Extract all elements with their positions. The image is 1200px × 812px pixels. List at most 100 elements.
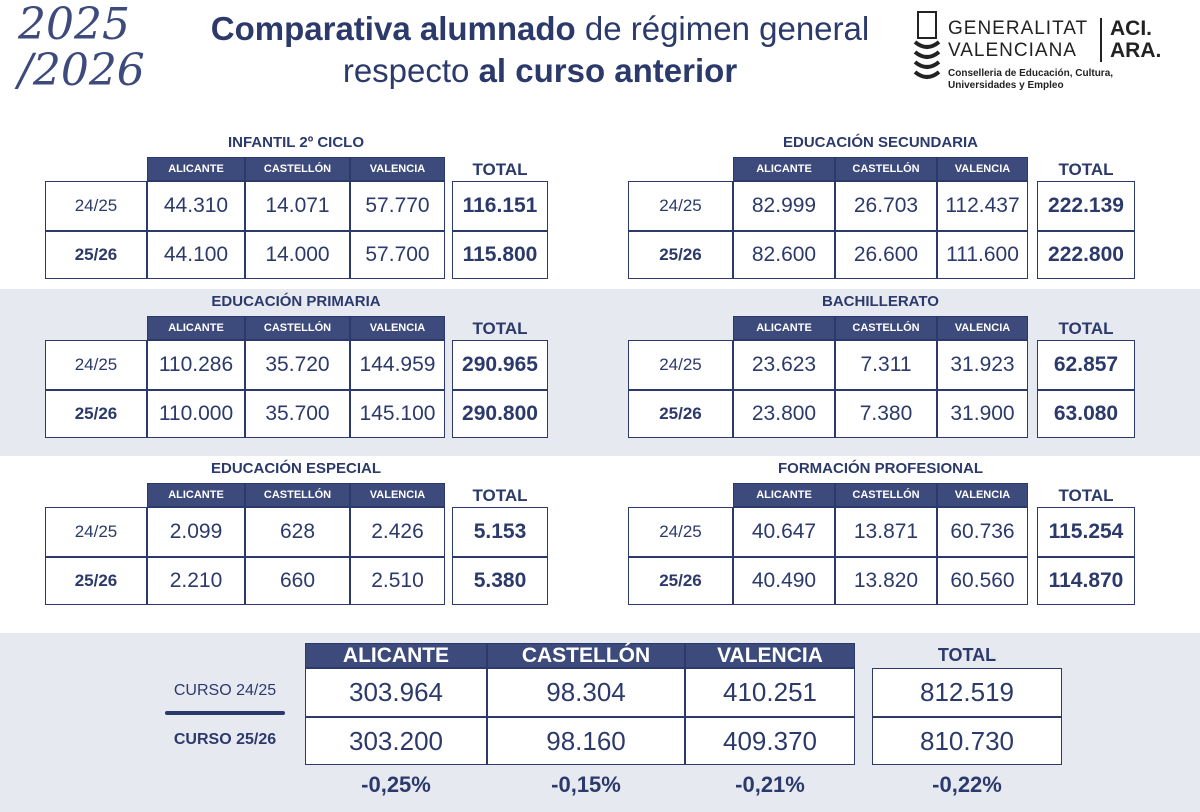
total-cell: 115.254 bbox=[1037, 507, 1135, 557]
total-cell: 63.080 bbox=[1037, 390, 1135, 438]
value-cell: 144.959 bbox=[350, 340, 445, 390]
column-header: ALICANTE bbox=[147, 157, 245, 181]
value-cell: 628 bbox=[245, 507, 350, 557]
row-label: 24/25 bbox=[628, 181, 733, 231]
row-label: 24/25 bbox=[628, 507, 733, 557]
value-cell: 40.490 bbox=[733, 557, 835, 605]
total-cell: 5.153 bbox=[452, 507, 548, 557]
column-header: CASTELLÓN bbox=[835, 316, 937, 340]
column-header: CASTELLÓN bbox=[835, 157, 937, 181]
value-cell: 82.999 bbox=[733, 181, 835, 231]
logo: GENERALITAT VALENCIANA ACI. ARA. Consell… bbox=[912, 8, 1192, 103]
total-cell: 222.139 bbox=[1037, 181, 1135, 231]
value-cell: 14.071 bbox=[245, 181, 350, 231]
row-label: 24/25 bbox=[45, 340, 147, 390]
column-header: CASTELLÓN bbox=[245, 157, 350, 181]
row-label: 24/25 bbox=[45, 507, 147, 557]
section-title: EDUCACIÓN PRIMARIA bbox=[211, 293, 381, 310]
total-header: TOTAL bbox=[472, 319, 528, 338]
value-cell: 44.310 bbox=[147, 181, 245, 231]
logo-brand: ARA. bbox=[1110, 39, 1162, 62]
summary-value-cell: 303.200 bbox=[305, 717, 487, 765]
summary-row-label: CURSO 24/25 bbox=[173, 682, 277, 699]
value-cell: 110.000 bbox=[147, 390, 245, 438]
section-title: BACHILLERATO bbox=[822, 293, 939, 310]
title-part: Comparativa alumnado bbox=[210, 10, 576, 47]
section-title: INFANTIL 2º CICLO bbox=[227, 134, 365, 151]
section-title: EDUCACIÓN ESPECIAL bbox=[210, 460, 382, 477]
value-cell: 35.720 bbox=[245, 340, 350, 390]
value-cell: 112.437 bbox=[937, 181, 1028, 231]
value-cell: 31.900 bbox=[937, 390, 1028, 438]
value-cell: 60.736 bbox=[937, 507, 1028, 557]
value-cell: 145.100 bbox=[350, 390, 445, 438]
change: -0,15% bbox=[551, 772, 621, 797]
value-cell: 40.647 bbox=[733, 507, 835, 557]
column-header: ALICANTE bbox=[147, 483, 245, 507]
row-label: 25/26 bbox=[45, 231, 147, 279]
title-part: al curso anterior bbox=[478, 52, 738, 89]
row-label: 25/26 bbox=[45, 390, 147, 438]
column-header: VALENCIA bbox=[350, 157, 445, 181]
value-cell: 7.311 bbox=[835, 340, 937, 390]
value-cell: 13.820 bbox=[835, 557, 937, 605]
row-label: 25/26 bbox=[45, 557, 147, 605]
value-cell: 60.560 bbox=[937, 557, 1028, 605]
column-header: VALENCIA bbox=[350, 483, 445, 507]
row-label: 25/26 bbox=[628, 390, 733, 438]
logo-subtitle: Conselleria de Educación, Cultura, Unive… bbox=[948, 68, 1114, 91]
row-label: 25/26 bbox=[628, 557, 733, 605]
summary-total-cell: 810.730 bbox=[872, 717, 1062, 765]
value-cell: 2.510 bbox=[350, 557, 445, 605]
total-header: TOTAL bbox=[1058, 160, 1114, 179]
total-cell: 290.965 bbox=[452, 340, 548, 390]
total-header: TOTAL bbox=[1058, 319, 1114, 338]
value-cell: 35.700 bbox=[245, 390, 350, 438]
total-cell: 114.870 bbox=[1037, 557, 1135, 605]
value-cell: 14.000 bbox=[245, 231, 350, 279]
column-header: VALENCIA bbox=[350, 316, 445, 340]
section-title: FORMACIÓN PROFESIONAL bbox=[778, 460, 983, 477]
total-cell: 222.800 bbox=[1037, 231, 1135, 279]
row-label: 24/25 bbox=[628, 340, 733, 390]
summary-total-cell: 812.519 bbox=[872, 668, 1062, 717]
total-header: TOTAL bbox=[472, 486, 528, 505]
change: -0,21% bbox=[735, 772, 805, 797]
year-line: 2025 bbox=[18, 0, 130, 50]
summary-value-cell: 98.160 bbox=[487, 717, 685, 765]
summary-value-cell: 98.304 bbox=[487, 668, 685, 717]
title: Comparativa alumnado de régimen general … bbox=[200, 8, 880, 92]
logo-text: VALENCIANA bbox=[948, 40, 1077, 61]
logo-icon bbox=[913, 11, 941, 79]
value-cell: 110.286 bbox=[147, 340, 245, 390]
total-cell: 5.380 bbox=[452, 557, 548, 605]
row-label: 24/25 bbox=[45, 181, 147, 231]
value-cell: 31.923 bbox=[937, 340, 1028, 390]
column-header: ALICANTE bbox=[147, 316, 245, 340]
value-cell: 57.770 bbox=[350, 181, 445, 231]
column-header: CASTELLÓN bbox=[245, 316, 350, 340]
value-cell: 660 bbox=[245, 557, 350, 605]
underline bbox=[165, 711, 285, 715]
total-cell: 290.800 bbox=[452, 390, 548, 438]
logo-divider bbox=[1100, 18, 1102, 62]
total-cell: 115.800 bbox=[452, 231, 548, 279]
column-header: CASTELLÓN bbox=[245, 483, 350, 507]
summary-total-header: TOTAL bbox=[937, 645, 997, 665]
column-header: ALICANTE bbox=[733, 483, 835, 507]
value-cell: 26.703 bbox=[835, 181, 937, 231]
column-header: VALENCIA bbox=[937, 316, 1028, 340]
total-cell: 116.151 bbox=[452, 181, 548, 231]
section-title: EDUCACIÓN SECUNDARIA bbox=[782, 134, 978, 151]
column-header: CASTELLÓN bbox=[835, 483, 937, 507]
value-cell: 57.700 bbox=[350, 231, 445, 279]
summary-column-header: CASTELLÓN bbox=[487, 643, 685, 668]
total-cell: 62.857 bbox=[1037, 340, 1135, 390]
change-total: -0,22% bbox=[932, 772, 1002, 797]
value-cell: 2.426 bbox=[350, 507, 445, 557]
column-header: VALENCIA bbox=[937, 157, 1028, 181]
value-cell: 13.871 bbox=[835, 507, 937, 557]
value-cell: 2.099 bbox=[147, 507, 245, 557]
change: -0,25% bbox=[361, 772, 431, 797]
